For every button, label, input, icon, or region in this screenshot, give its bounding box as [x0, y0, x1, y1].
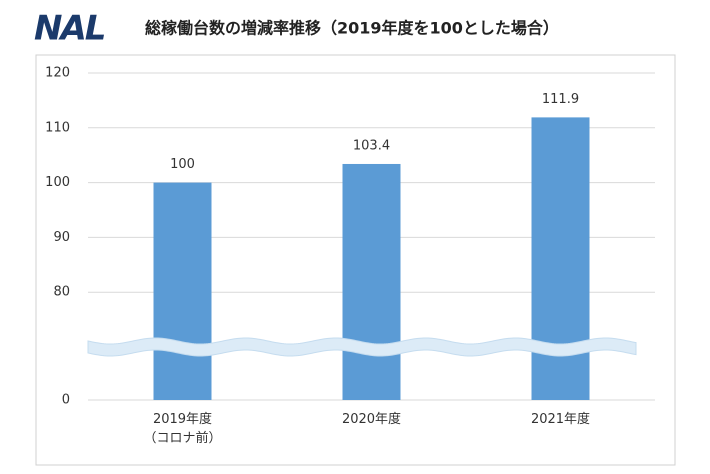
axis-break [87, 337, 637, 357]
x-tick-label: 2021年度 [530, 412, 591, 427]
chart-frame [35, 54, 676, 466]
value-label: 100 [170, 157, 195, 172]
y-tick-label: 120 [45, 66, 70, 81]
chart-title: 総稼働台数の増減率推移（2019年度を100とした場合） [145, 19, 559, 38]
x-tick-label: 2020年度 [341, 412, 402, 427]
y-tick-label: 110 [45, 120, 70, 135]
y-tick-label: 0 [62, 393, 70, 408]
y-tick-label: 100 [45, 175, 70, 190]
value-label: 103.4 [353, 138, 390, 153]
y-tick-label: 80 [53, 285, 70, 300]
value-label: 111.9 [542, 92, 579, 107]
x-tick-label: 2019年度 （コロナ前） [143, 412, 222, 446]
bar [153, 182, 212, 400]
bar [342, 163, 401, 400]
bar [531, 117, 590, 400]
y-tick-label: 90 [53, 230, 70, 245]
logo: NAL [34, 9, 105, 49]
